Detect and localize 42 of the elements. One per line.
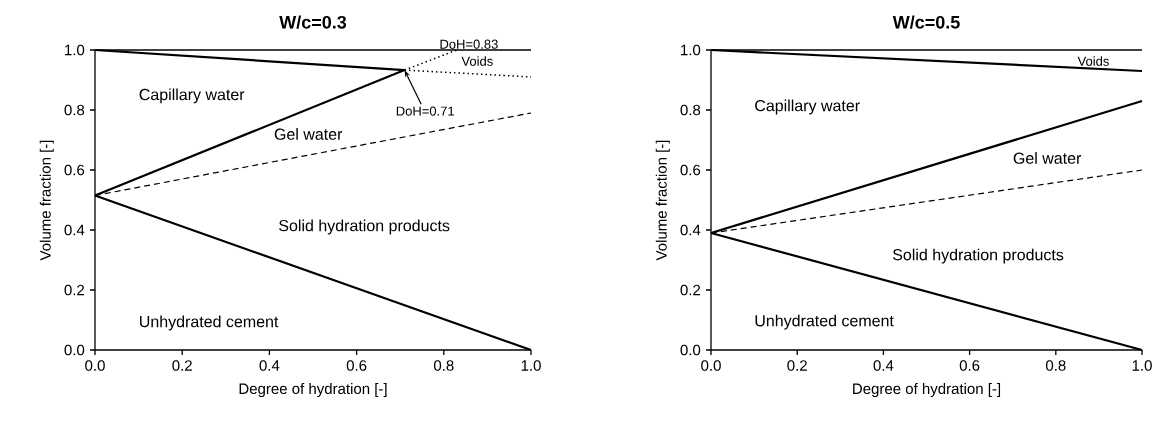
annotation: Unhydrated cement: [140, 315, 279, 331]
y-tick-label: 0.8: [680, 104, 701, 116]
annotation: Voids: [461, 56, 493, 66]
x-tick-label: 0.4: [259, 360, 280, 371]
x-axis-title: Degree of hydration [-]: [853, 383, 1001, 397]
x-tick-label: 0.6: [959, 360, 980, 371]
y-axis-title: Volume fraction [-]: [39, 140, 54, 261]
y-tick-label: 1.0: [65, 44, 85, 56]
annotation: Voids: [1077, 56, 1109, 66]
x-tick-label: 0.8: [1045, 360, 1066, 371]
x-tick-label: 0.0: [701, 360, 721, 371]
y-tick-label: 0.4: [680, 224, 701, 236]
annotation: Capillary water: [139, 88, 245, 104]
y-tick-label: 0.6: [64, 164, 85, 176]
annotation: DoH=0.83: [440, 39, 498, 49]
y-tick-label: 1.0: [681, 44, 701, 56]
x-tick-label: 0.2: [172, 360, 192, 371]
chart-title: W/c=0.3: [279, 15, 347, 29]
x-tick-label: 1.0: [1132, 360, 1152, 371]
y-tick-label: 0.2: [680, 284, 701, 296]
x-tick-label: 0.8: [433, 360, 454, 371]
annotation: Unhydrated cement: [755, 314, 894, 330]
y-tick-label: 0.0: [64, 344, 85, 356]
annotation: Capillary water: [755, 99, 860, 115]
x-tick-label: 1.0: [521, 360, 541, 371]
chart-title: W/c=0.5: [892, 15, 960, 29]
annotation: Gel water: [274, 128, 343, 140]
x-axis-title: Degree of hydration [-]: [239, 383, 387, 397]
x-tick-label: 0.4: [873, 360, 894, 371]
annotation: Gel water: [1013, 152, 1082, 164]
y-tick-label: 0.4: [64, 224, 85, 236]
annotation: Solid hydration products: [892, 248, 1064, 264]
x-tick-label: 0.0: [85, 360, 105, 371]
x-tick-label: 0.2: [787, 360, 807, 371]
y-tick-label: 0.0: [680, 344, 701, 356]
annotation: Solid hydration products: [279, 219, 450, 235]
y-tick-label: 0.6: [680, 164, 701, 176]
y-tick-label: 0.2: [64, 284, 85, 296]
annotation: DoH=0.71: [396, 106, 455, 116]
x-tick-label: 0.6: [346, 360, 367, 371]
y-axis-title: Volume fraction [-]: [655, 140, 670, 261]
y-tick-label: 0.8: [64, 104, 85, 116]
